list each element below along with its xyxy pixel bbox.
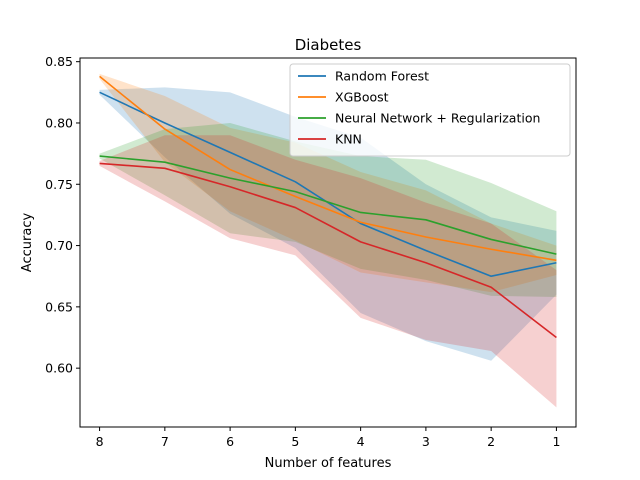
y-tick-label: 0.80 (45, 115, 73, 130)
y-tick-label: 0.60 (45, 361, 73, 376)
chart-title: Diabetes (295, 36, 362, 54)
x-tick-label: 8 (96, 434, 104, 449)
x-tick-label: 1 (552, 434, 560, 449)
x-tick-label: 4 (357, 434, 365, 449)
y-axis-ticks: 0.60 0.65 0.70 0.75 0.80 0.85 (45, 54, 80, 376)
y-tick-label: 0.65 (45, 299, 73, 314)
y-tick-label: 0.75 (45, 177, 73, 192)
legend-label: Neural Network + Regularization (335, 111, 540, 126)
legend-label: Random Forest (335, 69, 429, 84)
series-lines (99, 75, 557, 339)
legend: Random Forest XGBoost Neural Network + Reg… (289, 63, 571, 157)
legend-label: XGBoost (335, 90, 389, 105)
x-axis-ticks: 8 7 6 5 4 3 2 1 (96, 427, 560, 449)
line-series-3 (99, 155, 557, 255)
x-tick-label: 7 (161, 434, 169, 449)
line-series-2 (99, 75, 557, 262)
legend-box (289, 63, 571, 157)
y-tick-label: 0.85 (45, 54, 73, 69)
band-series-4 (99, 135, 557, 408)
x-axis-label: Number of features (265, 456, 392, 471)
plot-frame (79, 57, 577, 428)
x-tick-label: 5 (291, 434, 299, 449)
x-tick-label: 6 (226, 434, 234, 449)
band-series-2 (99, 73, 557, 293)
x-tick-label: 3 (422, 434, 430, 449)
line-series-4 (99, 162, 557, 339)
legend-label: KNN (335, 132, 362, 147)
y-axis-label: Accuracy (20, 213, 35, 273)
x-tick-label: 2 (487, 434, 495, 449)
y-tick-label: 0.70 (45, 238, 73, 253)
